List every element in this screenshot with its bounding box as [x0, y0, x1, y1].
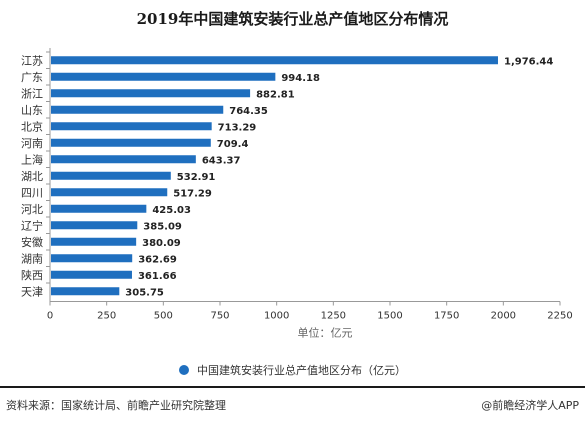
x-tick-label: 0 [47, 311, 53, 322]
x-tick-label: 1750 [434, 311, 459, 322]
category-label: 北京 [21, 119, 43, 133]
bar [51, 122, 212, 131]
value-label: 709.4 [217, 139, 249, 150]
bar [51, 270, 132, 279]
x-tick-label: 1250 [321, 311, 346, 322]
value-label: 882.81 [256, 89, 295, 100]
bar [51, 221, 138, 230]
category-label: 陕西 [21, 268, 43, 282]
x-tick-label: 1500 [377, 311, 402, 322]
x-tick-label: 250 [97, 311, 116, 322]
value-label: 517.29 [173, 188, 212, 199]
x-axis-title: 单位：亿元 [298, 326, 353, 340]
legend-marker [179, 365, 189, 375]
category-label: 湖北 [21, 170, 43, 183]
category-label: 山东 [21, 104, 43, 117]
bar [51, 171, 171, 180]
x-tick-label: 750 [210, 311, 229, 322]
x-tick-label: 1000 [264, 311, 289, 322]
value-label: 380.09 [142, 238, 181, 249]
category-label: 河南 [21, 137, 43, 150]
source-note: 资料来源：国家统计局、前瞻产业研究院整理 [6, 399, 226, 412]
chart-title: 2019年中国建筑安装行业总产值地区分布情况 [136, 10, 449, 28]
value-label: 361.66 [138, 271, 177, 282]
category-label: 安徽 [21, 235, 43, 249]
category-label: 湖南 [21, 252, 43, 265]
legend-label: 中国建筑安装行业总产值地区分布（亿元） [197, 364, 406, 377]
category-label: 四川 [21, 186, 43, 199]
value-label: 362.69 [138, 254, 177, 265]
category-label: 辽宁 [21, 218, 43, 232]
x-tick-label: 500 [154, 311, 173, 322]
bar [51, 204, 147, 213]
chart-legend: 中国建筑安装行业总产值地区分布（亿元） [0, 361, 585, 379]
bar [51, 287, 120, 296]
bar [51, 155, 196, 164]
footer: 资料来源：国家统计局、前瞻产业研究院整理 @前瞻经济学人APP [0, 386, 585, 426]
x-tick-label: 2250 [547, 311, 572, 322]
value-label: 994.18 [281, 73, 320, 84]
x-tick-label: 2000 [491, 311, 516, 322]
category-label: 天津 [21, 285, 43, 298]
bar [51, 105, 224, 114]
category-label: 广东 [21, 71, 43, 84]
bar [51, 89, 251, 98]
value-label: 385.09 [143, 221, 182, 232]
category-label: 浙江 [21, 87, 43, 100]
bar [51, 237, 137, 246]
category-label: 河北 [21, 203, 43, 216]
value-label: 425.03 [152, 205, 191, 216]
bar [51, 138, 211, 147]
category-label: 上海 [21, 152, 43, 166]
value-label: 532.91 [177, 172, 216, 183]
brand-credit: @前瞻经济学人APP [481, 399, 579, 412]
category-label: 江苏 [21, 54, 43, 67]
bar [51, 254, 133, 263]
value-label: 1,976.44 [504, 56, 553, 67]
value-label: 713.29 [218, 122, 257, 133]
value-label: 764.35 [229, 106, 268, 117]
bar [51, 188, 168, 197]
value-label: 305.75 [125, 287, 164, 298]
value-label: 643.37 [202, 155, 241, 166]
bar [51, 72, 276, 81]
bar-chart: 江苏 1,976.44 广东 994.18 浙江 882.81 山东 764.35 北京 713.… [21, 48, 573, 340]
bar [51, 56, 498, 65]
